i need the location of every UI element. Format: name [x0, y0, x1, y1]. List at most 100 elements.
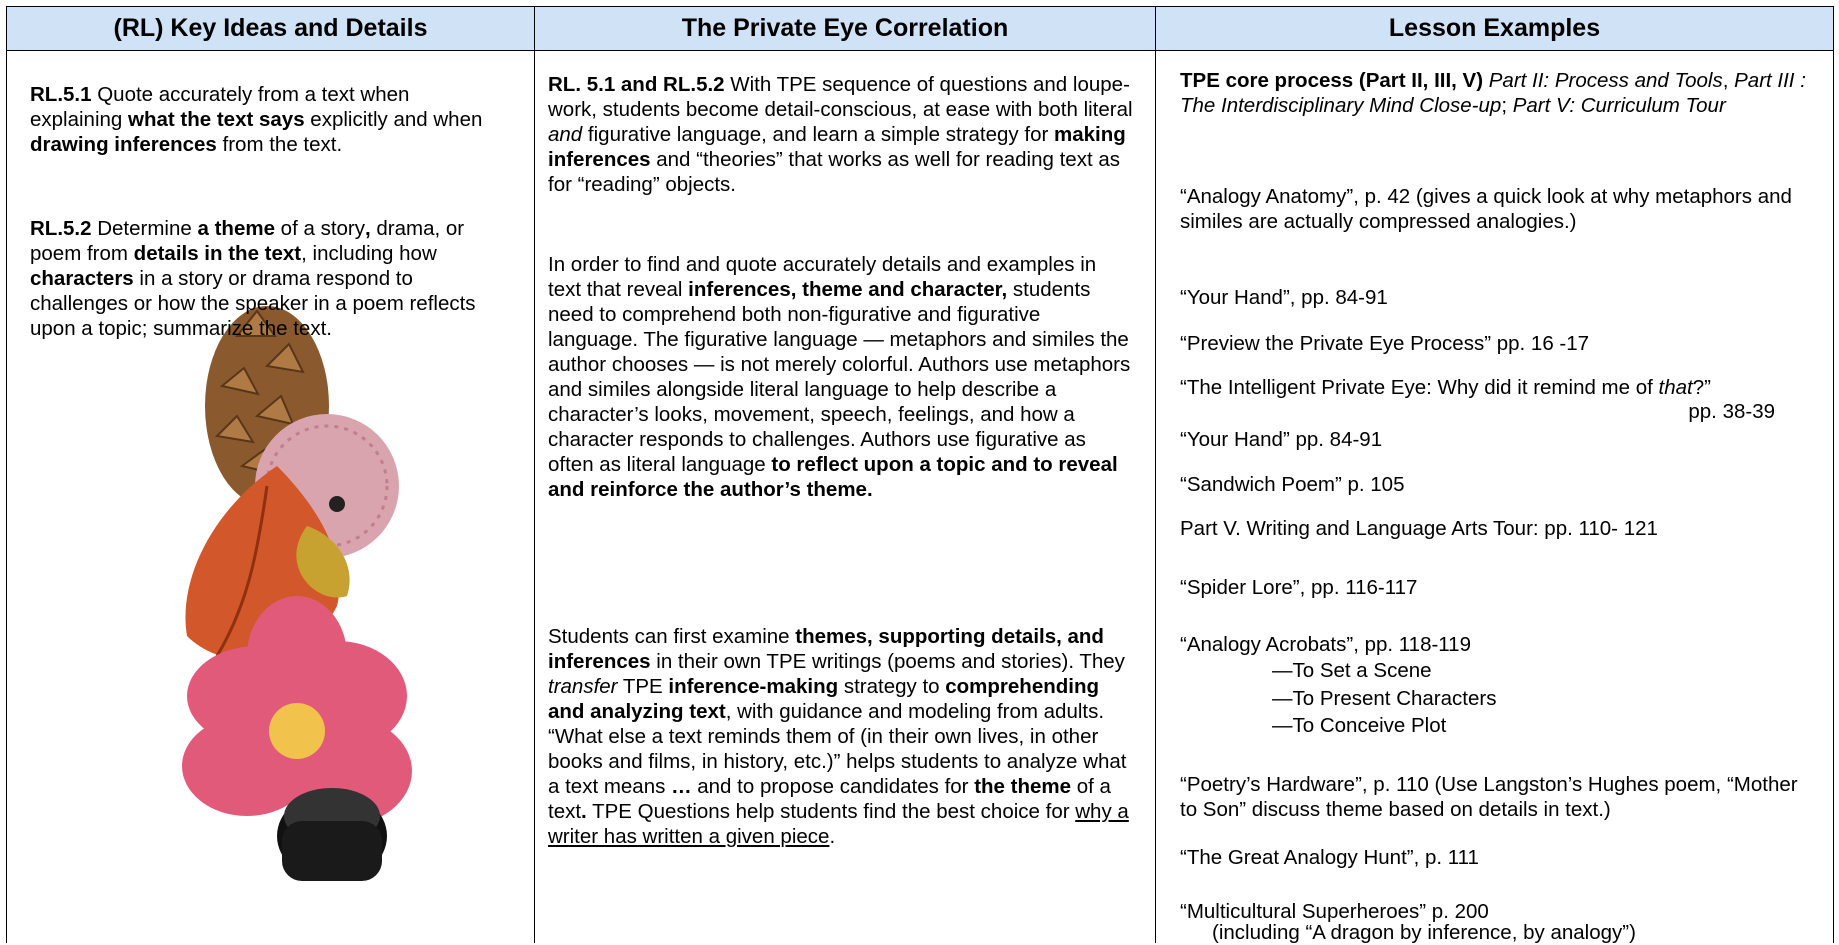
loupe: [277, 788, 387, 881]
text-run: “Analogy Acrobats”, pp. 118-119: [1180, 633, 1471, 656]
text-run: “Analogy Anatomy”, p. 42 (gives a quick …: [1180, 185, 1792, 233]
text-run: inferences, theme and character,: [688, 278, 1008, 301]
text-run: RL.5.1: [30, 83, 92, 106]
text-run: why a writer has written a given piece: [548, 800, 1129, 848]
paragraph: pp. 38-39: [1180, 399, 1775, 424]
paragraph: “The Intelligent Private Eye: Why did it…: [1180, 375, 1820, 400]
object-collage: [182, 306, 412, 881]
column: Lesson Examples TPE core process (Part I…: [1155, 6, 1834, 944]
text-run: ,: [365, 217, 371, 240]
text-run: from the text.: [216, 133, 343, 156]
text-run: In order to find and quote accurately de…: [548, 253, 1097, 301]
text-run: students need to comprehend both non-fig…: [548, 278, 1131, 476]
paragraph: —To Conceive Plot: [1272, 713, 1672, 738]
text-run: drawing inferences: [30, 133, 217, 156]
flower: [182, 596, 412, 826]
text-run: Students can first examine: [548, 625, 796, 648]
text-run: strategy to: [838, 675, 946, 698]
text-run: RL. 5.1 and RL.5.2: [548, 73, 725, 96]
paragraph: Students can first examine themes, suppo…: [548, 624, 1133, 849]
text-run: TPE Questions help students find the bes…: [586, 800, 1076, 823]
text-run: in their own TPE writings (poems and sto…: [650, 650, 1125, 673]
paragraph: “Preview the Private Eye Process” pp. 16…: [1180, 331, 1820, 356]
text-run: “Your Hand” pp. 84-91: [1180, 428, 1383, 451]
text-run: drama, or poem from: [30, 217, 465, 265]
paragraph: “Your Hand”, pp. 84-91: [1180, 285, 1820, 310]
paragraph: TPE core process (Part II, III, V) Part …: [1180, 68, 1820, 118]
text-run: —To Conceive Plot: [1272, 714, 1447, 737]
text-run: ?”: [1692, 376, 1711, 399]
column-header: Lesson Examples: [1156, 6, 1833, 51]
text-run: and “theories” that works as well for re…: [548, 148, 1121, 196]
text-run: characters: [30, 267, 134, 290]
text-run: TPE: [617, 675, 669, 698]
text-run: that: [1658, 376, 1693, 399]
paragraph: “Multicultural Superheroes” p. 200: [1180, 899, 1820, 924]
text-run: .: [829, 825, 836, 848]
text-run: “Sandwich Poem” p. 105: [1180, 473, 1405, 496]
text-run: —To Present Characters: [1272, 687, 1497, 710]
text-run: , including how: [301, 242, 437, 265]
paragraph: —To Present Characters: [1272, 686, 1672, 711]
text-run: .: [581, 800, 587, 823]
paragraph: “Your Hand” pp. 84-91: [1180, 427, 1820, 452]
text-run: (including “A dragon by inference, by an…: [1212, 921, 1636, 944]
paragraph: “The Great Analogy Hunt”, p. 111: [1180, 845, 1820, 870]
column: (RL) Key Ideas and Details: [6, 6, 534, 943]
text-run: “The Intelligent Private Eye: Why did it…: [1180, 376, 1659, 399]
paragraph: RL. 5.1 and RL.5.2 With TPE sequence of …: [548, 72, 1133, 197]
text-run: details in the text: [133, 242, 302, 265]
paragraph: “Poetry’s Hardware”, p. 110 (Use Langsto…: [1180, 772, 1820, 822]
text-run: themes, supporting details, and inferenc…: [548, 625, 1104, 673]
paragraph: Part V. Writing and Language Arts Tour: …: [1180, 516, 1820, 541]
paragraph: RL.5.1 Quote accurately from a text when…: [30, 82, 500, 157]
text-run: the theme: [974, 775, 1072, 798]
text-run: Determine: [91, 217, 198, 240]
text-run: TPE core process (Part II, III, V): [1180, 69, 1484, 92]
text-run: …: [671, 775, 692, 798]
column-header: (RL) Key Ideas and Details: [7, 6, 534, 51]
paragraph: “Spider Lore”, pp. 116-117: [1180, 575, 1820, 600]
text-run: “Poetry’s Hardware”, p. 110 (Use Langsto…: [1180, 773, 1798, 821]
text-run: Part V. Writing and Language Arts Tour: …: [1180, 517, 1658, 540]
text-run: of a text: [548, 775, 1111, 823]
text-run: Quote accurately from a text when explai…: [30, 83, 410, 131]
text-run: “Preview the Private Eye Process” pp. 16…: [1180, 332, 1590, 355]
text-run: in a story or drama respond to challenge…: [30, 267, 476, 340]
text-run: transfer: [548, 675, 618, 698]
text-run: explicitly and when: [304, 108, 483, 131]
text-run: “Your Hand”, pp. 84-91: [1180, 286, 1388, 309]
text-run: With TPE sequence of questions and loupe…: [548, 73, 1133, 121]
paragraph: (including “A dragon by inference, by an…: [1212, 920, 1839, 945]
text-run: —To Set a Scene: [1272, 659, 1432, 682]
text-run: ,: [1722, 69, 1735, 92]
text-run: to reflect upon a topic and to reveal an…: [548, 453, 1118, 501]
text-run: Part III : The Interdisciplinary Mind Cl…: [1180, 69, 1806, 117]
text-run: of a story: [274, 217, 365, 240]
text-run: and: [548, 123, 583, 146]
text-run: RL.5.2: [30, 217, 92, 240]
paragraph: “Sandwich Poem” p. 105: [1180, 472, 1820, 497]
text-run: making inferences: [548, 123, 1126, 171]
paragraph: “Analogy Acrobats”, pp. 118-119: [1180, 632, 1820, 657]
text-run: “Multicultural Superheroes” p. 200: [1180, 900, 1489, 923]
text-run: inference-making: [668, 675, 839, 698]
text-run: figurative language, and learn a simple …: [582, 123, 1054, 146]
column-header: The Private Eye Correlation: [535, 6, 1155, 51]
text-run: what the text says: [128, 108, 305, 131]
text-run: pp. 38-39: [1688, 400, 1775, 423]
text-run: , with guidance and modeling from adults…: [548, 700, 1127, 798]
text-run: ;: [1501, 94, 1513, 117]
paragraph: In order to find and quote accurately de…: [548, 252, 1133, 502]
paragraph: “Analogy Anatomy”, p. 42 (gives a quick …: [1180, 184, 1820, 234]
paragraph: RL.5.2 Determine a theme of a story, dra…: [30, 216, 500, 341]
text-run: Part V: Curriculum Tour: [1512, 94, 1726, 117]
text-run: “The Great Analogy Hunt”, p. 111: [1180, 846, 1479, 869]
text-run: a theme: [197, 217, 275, 240]
text-run: “Spider Lore”, pp. 116-117: [1180, 576, 1418, 599]
text-run: and to propose candidates for: [691, 775, 975, 798]
text-run: Part II: Process and Tools: [1488, 69, 1723, 92]
text-run: comprehending and analyzing text: [548, 675, 1100, 723]
column: The Private Eye Correlation RL. 5.1 and …: [534, 6, 1155, 943]
